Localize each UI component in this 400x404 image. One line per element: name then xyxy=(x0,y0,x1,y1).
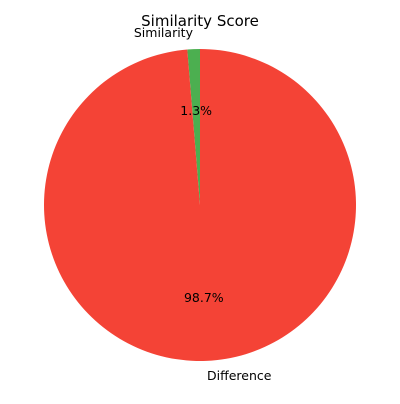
pie-slice-similarity xyxy=(187,49,200,205)
percent-label-difference: 98.7% xyxy=(184,290,224,305)
pie-labels: Similarity 1.3% Difference 98.7% xyxy=(134,25,272,383)
slice-label-difference: Difference xyxy=(207,368,272,383)
chart-title: Similarity Score xyxy=(141,12,259,30)
slice-label-similarity: Similarity xyxy=(134,25,194,40)
pie-slices xyxy=(44,49,357,362)
percent-label-similarity: 1.3% xyxy=(180,103,212,118)
pie-slice-difference xyxy=(44,49,357,362)
